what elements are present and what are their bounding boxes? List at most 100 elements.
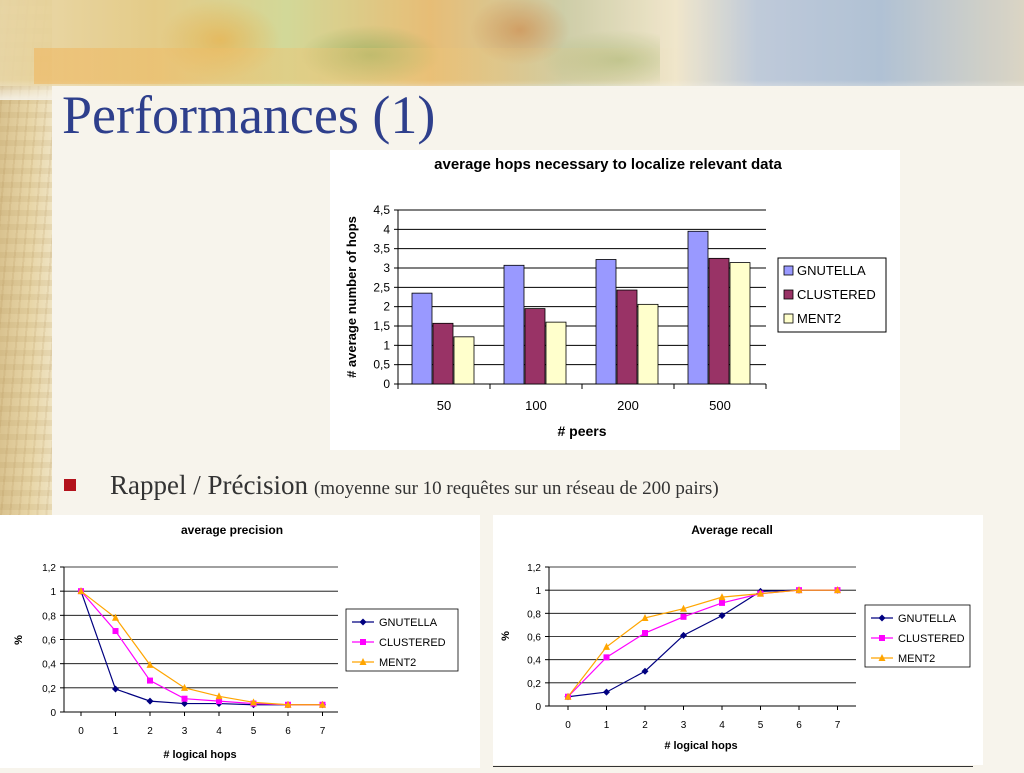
x-tick-label: 6 xyxy=(796,720,802,731)
hops-chart-panel: average hops necessary to localize relev… xyxy=(330,150,900,450)
data-point xyxy=(641,667,649,675)
data-point xyxy=(181,700,188,708)
bullet-sub-text: (moyenne sur 10 requêtes sur un réseau d… xyxy=(313,478,719,499)
y-tick-label: 0,6 xyxy=(42,636,56,647)
x-tick-label: 3 xyxy=(182,726,188,737)
legend-label: CLUSTERED xyxy=(898,633,965,645)
data-point xyxy=(680,631,687,639)
bar-ment2 xyxy=(545,321,567,385)
legend-label: CLUSTERED xyxy=(379,637,446,649)
bar-gnutella xyxy=(503,264,525,385)
slide-title: Performances (1) xyxy=(62,85,436,145)
y-tick-label: 3,5 xyxy=(373,242,390,256)
y-tick-label: 0 xyxy=(535,702,541,713)
decorative-accent-bar xyxy=(34,48,684,84)
legend-box xyxy=(777,257,887,333)
data-point xyxy=(284,700,292,708)
data-point xyxy=(564,692,572,700)
y-tick-label: 1 xyxy=(383,338,390,352)
y-tick-label: 0 xyxy=(50,708,56,719)
bullet-item: Rappel / Précision (moyenne sur 10 requêt… xyxy=(64,470,719,501)
legend-label: MENT2 xyxy=(797,311,841,326)
legend-marker xyxy=(878,614,886,622)
bar-gnutella xyxy=(687,230,709,385)
bar-clustered xyxy=(708,257,730,385)
x-tick-label: 1 xyxy=(113,726,119,737)
y-tick-label: 0,2 xyxy=(527,679,541,690)
legend-swatch xyxy=(783,313,794,324)
legend-label: CLUSTERED xyxy=(797,287,876,302)
y-axis-label: % xyxy=(13,635,25,645)
bar-ment2 xyxy=(729,262,751,385)
data-point xyxy=(603,688,610,696)
x-tick-label: 3 xyxy=(681,720,687,731)
x-tick-label: 2 xyxy=(642,720,648,731)
x-axis-label: # peers xyxy=(557,423,606,439)
x-tick-label: 4 xyxy=(216,726,222,737)
legend-label: GNUTELLA xyxy=(898,613,957,625)
data-point xyxy=(77,587,85,595)
y-tick-label: 1,5 xyxy=(373,319,390,333)
data-point xyxy=(112,628,119,635)
bar-gnutella xyxy=(595,259,617,385)
y-axis-label: % xyxy=(500,631,512,641)
x-tick-label: 2 xyxy=(147,726,153,737)
x-tick-label: 4 xyxy=(719,720,725,731)
legend-marker xyxy=(879,635,885,641)
data-point xyxy=(834,586,841,594)
x-tick-label: 1 xyxy=(604,720,610,731)
data-point xyxy=(680,604,687,612)
legend-marker xyxy=(360,639,366,645)
legend-swatch xyxy=(783,265,794,276)
bottom-divider xyxy=(493,766,973,767)
legend-label: GNUTELLA xyxy=(797,263,866,278)
data-point xyxy=(250,698,257,706)
x-tick-label: 50 xyxy=(437,398,451,413)
bar-clustered xyxy=(524,308,546,385)
y-axis-label: # average number of hops xyxy=(344,216,359,378)
legend-swatch xyxy=(783,289,794,300)
data-point xyxy=(603,642,610,650)
y-tick-label: 1,2 xyxy=(527,563,541,574)
y-tick-label: 0,8 xyxy=(527,609,541,620)
x-tick-label: 200 xyxy=(617,398,639,413)
data-point xyxy=(112,613,119,621)
data-point xyxy=(147,677,153,684)
bar-clustered xyxy=(616,289,638,385)
legend-label: GNUTELLA xyxy=(379,617,438,629)
data-point xyxy=(719,599,725,606)
y-tick-label: 0,6 xyxy=(527,633,541,644)
y-tick-label: 1 xyxy=(535,586,541,597)
data-point xyxy=(680,613,687,620)
recall-line-chart: Average recall 0 0,2 0,4 0,6 0,8 1 1,2 0 1 2 3 4 5 6 7 G… xyxy=(500,523,971,752)
x-tick-label: 6 xyxy=(285,726,291,737)
data-point xyxy=(215,692,223,700)
bar-clustered xyxy=(432,322,454,385)
x-tick-label: 5 xyxy=(251,726,257,737)
y-tick-label: 0,4 xyxy=(42,660,56,671)
data-point xyxy=(181,683,188,691)
y-tick-label: 1 xyxy=(50,587,56,598)
data-point xyxy=(603,654,610,661)
bar-gnutella xyxy=(411,292,433,385)
data-point xyxy=(641,613,649,621)
legend-label: MENT2 xyxy=(898,653,935,665)
legend-label: MENT2 xyxy=(379,657,416,669)
data-point xyxy=(642,630,648,637)
bar-ment2 xyxy=(453,336,475,385)
data-point xyxy=(112,685,119,693)
recall-chart-panel: Average recall 0 0,2 0,4 0,6 0,8 1 1,2 0 1 2 3 4 5 6 7 G… xyxy=(493,515,983,765)
x-axis-label: # logical hops xyxy=(163,749,236,761)
x-tick-label: 7 xyxy=(835,720,841,731)
data-point xyxy=(216,698,222,705)
data-point xyxy=(718,612,726,620)
precision-chart-panel: average precision 0 0,2 0,4 0,6 0,8 1 1,2 0 1 2 3 4 5… xyxy=(0,515,480,768)
y-tick-label: 0,4 xyxy=(527,656,541,667)
y-tick-label: 2,5 xyxy=(373,280,390,294)
legend-marker xyxy=(878,654,886,661)
x-tick-label: 7 xyxy=(320,726,326,737)
x-tick-label: 0 xyxy=(78,726,84,737)
y-tick-label: 0,5 xyxy=(373,358,390,372)
data-point xyxy=(181,695,188,702)
x-axis-label: # logical hops xyxy=(664,740,737,752)
